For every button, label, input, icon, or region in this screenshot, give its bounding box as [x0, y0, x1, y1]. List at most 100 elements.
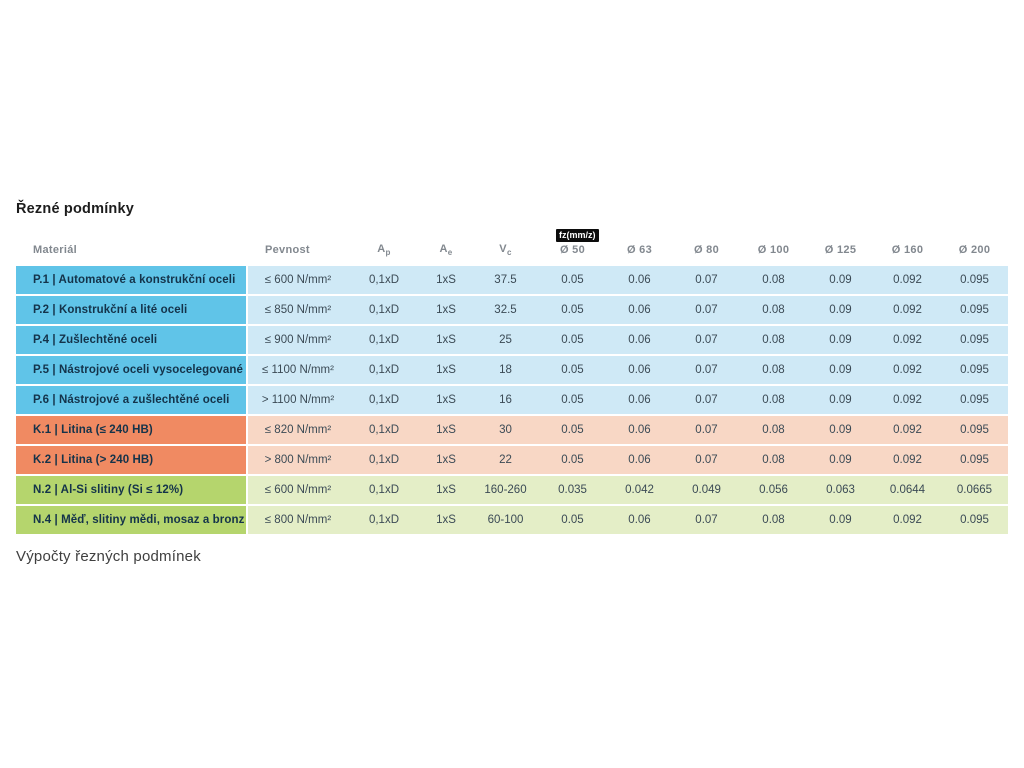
fz-d80-cell: 0.07	[673, 446, 740, 474]
ae-cell: 1xS	[420, 386, 472, 414]
fz-d200-cell: 0.0665	[941, 476, 1008, 504]
ap-cell: 0,1xD	[348, 386, 420, 414]
ae-cell: 1xS	[420, 266, 472, 294]
fz-d160-cell: 0.092	[874, 356, 941, 384]
vc-cell: 37.5	[472, 266, 539, 294]
fz-d125-cell: 0.09	[807, 326, 874, 354]
ae-cell: 1xS	[420, 356, 472, 384]
vc-cell: 16	[472, 386, 539, 414]
pevnost-cell: ≤ 900 N/mm²	[248, 326, 348, 354]
fz-d160-cell: 0.092	[874, 506, 941, 534]
col-header-material: Materiál	[33, 244, 77, 256]
fz-d100-cell: 0.056	[740, 476, 807, 504]
fz-d50-cell: 0.05	[539, 416, 606, 444]
pevnost-cell: ≤ 820 N/mm²	[248, 416, 348, 444]
vc-subscript: c	[506, 248, 512, 258]
fz-d100-cell: 0.08	[740, 356, 807, 384]
table-row: P.4 | Zušlechtěné oceli ≤ 900 N/mm² 0,1x…	[16, 326, 1008, 354]
vc-cell: 32.5	[472, 296, 539, 324]
ap-cell: 0,1xD	[348, 326, 420, 354]
ap-cell: 0,1xD	[348, 356, 420, 384]
fz-d80-cell: 0.07	[673, 506, 740, 534]
col-header-d80: Ø 80	[693, 244, 720, 256]
fz-d50-cell: 0.05	[539, 506, 606, 534]
fz-d63-cell: 0.06	[606, 416, 673, 444]
fz-d63-cell: 0.06	[606, 326, 673, 354]
fz-d100-cell: 0.08	[740, 506, 807, 534]
ae-subscript: e	[447, 248, 453, 258]
ae-cell: 1xS	[420, 296, 472, 324]
fz-d80-cell: 0.049	[673, 476, 740, 504]
fz-d50-cell: 0.05	[539, 356, 606, 384]
ap-cell: 0,1xD	[348, 476, 420, 504]
material-cell: P.6 | Nástrojové a zušlechtěné oceli	[16, 386, 248, 414]
col-header-ap: Ap	[348, 243, 420, 257]
fz-d160-cell: 0.092	[874, 446, 941, 474]
fz-d160-cell: 0.092	[874, 266, 941, 294]
ap-cell: 0,1xD	[348, 416, 420, 444]
material-cell: P.2 | Konstrukční a lité oceli	[16, 296, 248, 324]
table-row: P.1 | Automatové a konstrukční oceli ≤ 6…	[16, 266, 1008, 294]
ap-cell: 0,1xD	[348, 266, 420, 294]
fz-d160-cell: 0.092	[874, 416, 941, 444]
ae-cell: 1xS	[420, 416, 472, 444]
section-heading-calculations: Výpočty řezných podmínek	[16, 548, 201, 565]
vc-cell: 60-100	[472, 506, 539, 534]
vc-cell: 160-260	[472, 476, 539, 504]
material-cell: P.4 | Zušlechtěné oceli	[16, 326, 248, 354]
table-row: K.2 | Litina (> 240 HB) > 800 N/mm² 0,1x…	[16, 446, 1008, 474]
col-header-vc: Vc	[472, 243, 539, 257]
fz-d63-cell: 0.06	[606, 356, 673, 384]
material-cell: P.5 | Nástrojové oceli vysocelegované	[16, 356, 248, 384]
ap-cell: 0,1xD	[348, 446, 420, 474]
vc-cell: 18	[472, 356, 539, 384]
table-body: P.1 | Automatové a konstrukční oceli ≤ 6…	[16, 266, 1008, 534]
fz-d125-cell: 0.09	[807, 446, 874, 474]
fz-d160-cell: 0.092	[874, 326, 941, 354]
vc-cell: 25	[472, 326, 539, 354]
fz-d100-cell: 0.08	[740, 386, 807, 414]
table-row: N.4 | Měď, slitiny mědi, mosaz a bronz ≤…	[16, 506, 1008, 534]
fz-d125-cell: 0.09	[807, 506, 874, 534]
col-header-d125: Ø 125	[824, 244, 857, 256]
pevnost-cell: > 800 N/mm²	[248, 446, 348, 474]
ap-label: A	[377, 242, 386, 255]
fz-d100-cell: 0.08	[740, 266, 807, 294]
fz-d125-cell: 0.09	[807, 266, 874, 294]
fz-d63-cell: 0.06	[606, 266, 673, 294]
fz-d80-cell: 0.07	[673, 266, 740, 294]
fz-d160-cell: 0.092	[874, 296, 941, 324]
table-row: P.5 | Nástrojové oceli vysocelegované ≤ …	[16, 356, 1008, 384]
fz-d80-cell: 0.07	[673, 326, 740, 354]
table-row: P.6 | Nástrojové a zušlechtěné oceli > 1…	[16, 386, 1008, 414]
fz-d63-cell: 0.06	[606, 386, 673, 414]
table-header-row: Materiál Pevnost Ap Ae Vc Ø 50 Ø 63 Ø 80…	[16, 238, 1008, 262]
ae-label: A	[439, 242, 448, 255]
pevnost-cell: ≤ 800 N/mm²	[248, 506, 348, 534]
col-header-d200: Ø 200	[958, 244, 991, 256]
ae-cell: 1xS	[420, 446, 472, 474]
material-cell: K.2 | Litina (> 240 HB)	[16, 446, 248, 474]
fz-d63-cell: 0.042	[606, 476, 673, 504]
fz-d100-cell: 0.08	[740, 446, 807, 474]
col-header-d160: Ø 160	[891, 244, 924, 256]
fz-unit-tooltip: fz(mm/z)	[556, 229, 599, 242]
fz-d100-cell: 0.08	[740, 326, 807, 354]
fz-d125-cell: 0.063	[807, 476, 874, 504]
fz-d50-cell: 0.05	[539, 296, 606, 324]
fz-d200-cell: 0.095	[941, 326, 1008, 354]
col-header-pevnost: Pevnost	[265, 244, 310, 256]
ae-cell: 1xS	[420, 476, 472, 504]
material-cell: N.2 | Al-Si slitiny (Si ≤ 12%)	[16, 476, 248, 504]
fz-d63-cell: 0.06	[606, 506, 673, 534]
ap-subscript: p	[385, 248, 391, 258]
fz-d125-cell: 0.09	[807, 296, 874, 324]
vc-cell: 22	[472, 446, 539, 474]
fz-d50-cell: 0.05	[539, 386, 606, 414]
pevnost-cell: ≤ 600 N/mm²	[248, 266, 348, 294]
fz-d50-cell: 0.05	[539, 266, 606, 294]
fz-d80-cell: 0.07	[673, 356, 740, 384]
fz-d80-cell: 0.07	[673, 416, 740, 444]
page-title: Řezné podmínky	[16, 201, 135, 217]
